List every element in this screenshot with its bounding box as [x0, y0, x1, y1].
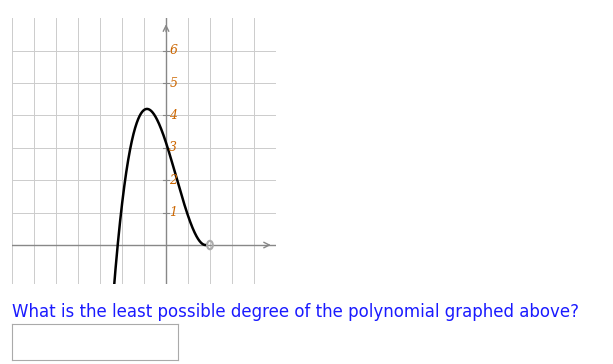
Text: What is the least possible degree of the polynomial graphed above?: What is the least possible degree of the…	[12, 303, 579, 321]
Text: 1: 1	[169, 206, 177, 219]
Text: 6: 6	[169, 44, 177, 57]
Text: 3: 3	[169, 141, 177, 154]
Text: 4: 4	[169, 109, 177, 122]
Text: 2: 2	[169, 174, 177, 187]
Text: 5: 5	[169, 76, 177, 90]
